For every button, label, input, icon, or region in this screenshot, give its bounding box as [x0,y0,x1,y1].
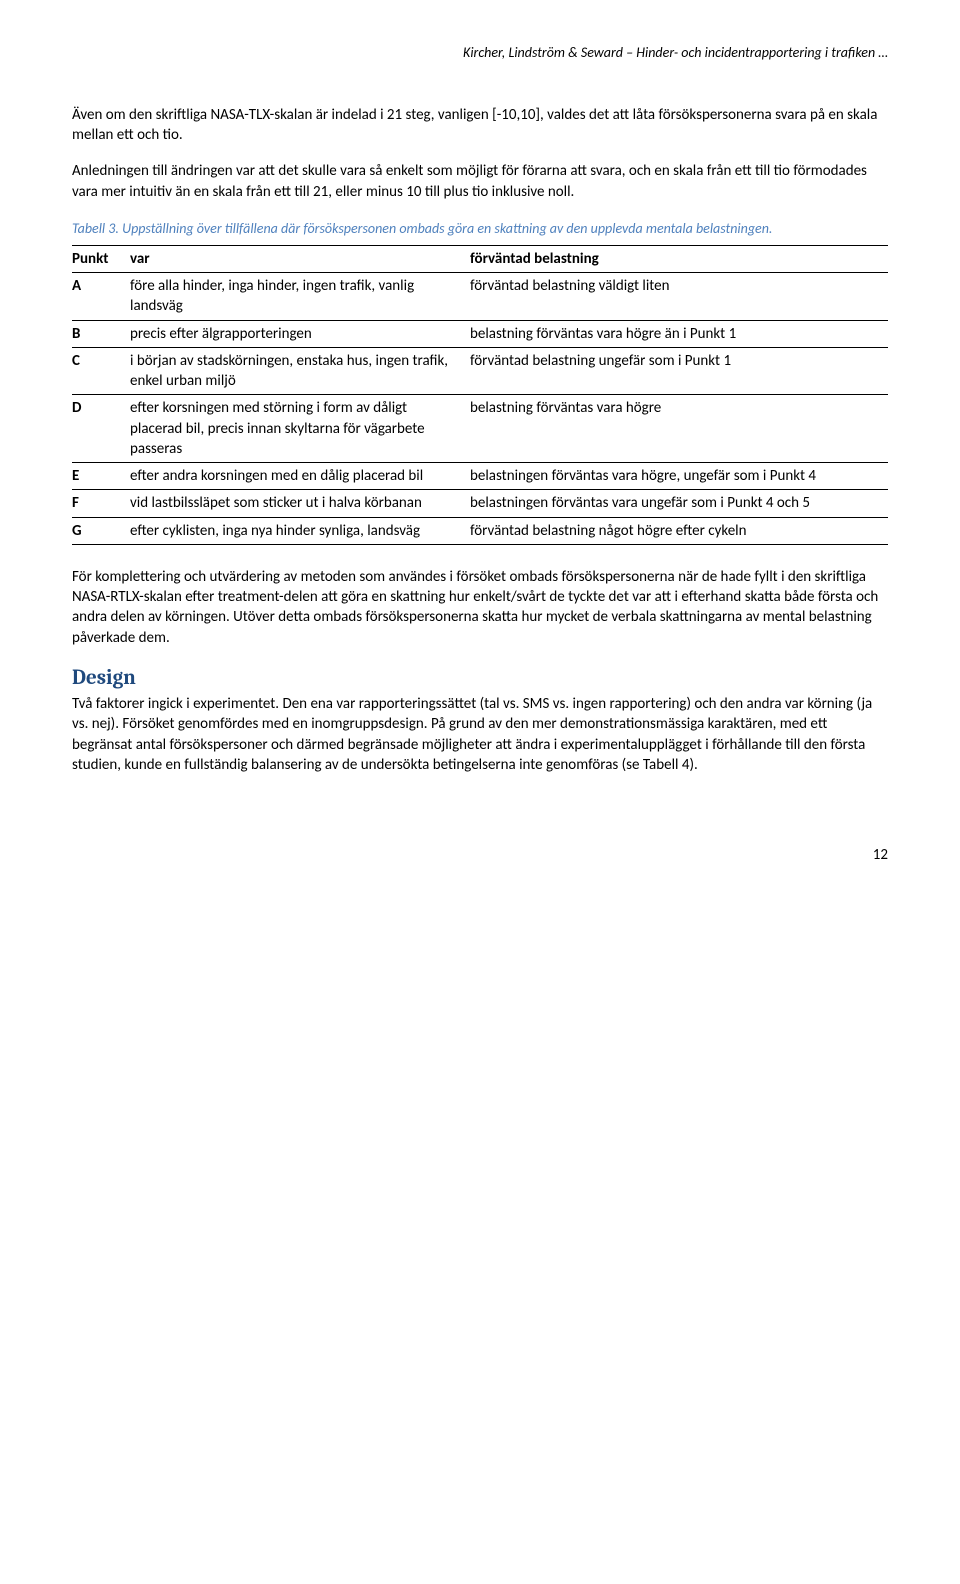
cell-punkt: E [72,463,130,490]
cell-var: efter andra korsningen med en dålig plac… [130,463,470,490]
table-row: D efter korsningen med störning i form a… [72,395,888,463]
cell-expected: förväntad belastning något högre efter c… [470,517,888,544]
table-row: F vid lastbilssläpet som sticker ut i ha… [72,490,888,517]
page-number: 12 [72,845,888,865]
cell-expected: belastningen förväntas vara högre, ungef… [470,463,888,490]
running-header: Kircher, Lindström & Seward – Hinder- oc… [72,44,888,63]
paragraph-1: Även om den skriftliga NASA-TLX-skalan ä… [72,105,888,146]
cell-expected: belastningen förväntas vara ungefär som … [470,490,888,517]
paragraph-2: Anledningen till ändringen var att det s… [72,161,888,202]
design-heading: Design [72,664,888,692]
cell-var: precis efter älgrapporteringen [130,320,470,347]
col-punkt: Punkt [72,245,130,272]
cell-punkt: G [72,517,130,544]
table-header-row: Punkt var förväntad belastning [72,245,888,272]
table-row: A före alla hinder, inga hinder, ingen t… [72,273,888,321]
col-expected: förväntad belastning [470,245,888,272]
cell-expected: förväntad belastning ungefär som i Punkt… [470,347,888,395]
cell-var: i början av stadskörningen, enstaka hus,… [130,347,470,395]
cell-var: efter korsningen med störning i form av … [130,395,470,463]
table-row: C i början av stadskörningen, enstaka hu… [72,347,888,395]
table-row: B precis efter älgrapporteringen belastn… [72,320,888,347]
cell-punkt: F [72,490,130,517]
cell-expected: belastning förväntas vara högre [470,395,888,463]
cell-expected: belastning förväntas vara högre än i Pun… [470,320,888,347]
cell-var: vid lastbilssläpet som sticker ut i halv… [130,490,470,517]
table-row: G efter cyklisten, inga nya hinder synli… [72,517,888,544]
cell-var: före alla hinder, inga hinder, ingen tra… [130,273,470,321]
cell-punkt: A [72,273,130,321]
cell-punkt: B [72,320,130,347]
table-caption: Tabell 3. Uppställning över tillfällena … [72,220,888,239]
paragraph-3: För komplettering och utvärdering av met… [72,567,888,648]
col-var: var [130,245,470,272]
cell-expected: förväntad belastning väldigt liten [470,273,888,321]
paragraph-4: Två faktorer ingick i experimentet. Den … [72,694,888,775]
cell-punkt: C [72,347,130,395]
cell-var: efter cyklisten, inga nya hinder synliga… [130,517,470,544]
table-row: E efter andra korsningen med en dålig pl… [72,463,888,490]
cell-punkt: D [72,395,130,463]
expectation-table: Punkt var förväntad belastning A före al… [72,245,888,545]
